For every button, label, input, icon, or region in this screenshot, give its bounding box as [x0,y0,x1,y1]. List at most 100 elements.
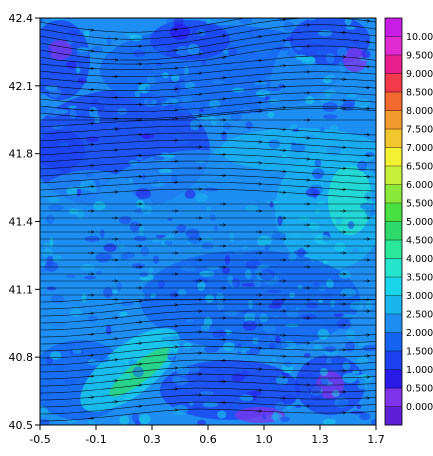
field-speckle [150,181,165,187]
x-tick-label: 1.3 [311,433,329,446]
field-speckle [68,208,79,215]
field-speckle [47,196,59,203]
field-speckle [183,342,192,349]
field-speckle [144,86,154,92]
field-speckle [160,386,174,392]
colorbar-swatch [385,221,402,241]
streamline-arrow [135,301,142,302]
field-speckle [344,341,356,352]
field-speckle [81,292,87,303]
field-speckle [248,26,255,38]
field-speckle [268,139,281,149]
streamline [40,125,376,136]
field-speckle [274,402,286,412]
field-speckle [75,66,81,74]
field-speckle [181,265,197,272]
colorbar-label: 5.000 [406,217,433,228]
field-speckle [96,271,103,275]
field-speckle [203,187,219,192]
field-speckle [168,154,175,158]
field-speckle [66,420,78,424]
field-speckle [286,309,299,319]
streamline [40,99,376,112]
field-speckle [241,282,257,287]
field-speckle [65,61,77,70]
field-speckle [246,74,259,79]
colorbar-swatch [385,332,402,352]
field-speckle [139,291,145,300]
field-speckle [57,123,68,129]
streamline-arrow [363,20,370,21]
field-speckle [266,289,282,294]
field-speckle [202,401,218,408]
field-speckle [262,414,267,420]
colorbar-label: 1.000 [406,365,433,376]
field-speckle [108,272,118,277]
field-speckle [285,37,294,42]
streamline [40,108,376,128]
field-speckle [96,102,105,112]
field-speckle [245,246,255,253]
field-speckle [108,45,114,52]
field-speckle [193,405,204,410]
streamline [40,139,376,150]
field-speckle [47,47,53,56]
field-speckle [354,98,370,109]
field-speckle [179,384,193,392]
field-speckle [243,369,248,380]
streamline [40,317,376,331]
field-speckle [272,410,279,422]
field-speckle [322,418,337,425]
field-speckle [217,374,225,384]
field-speckle [184,81,196,90]
colorbar-swatch [385,369,402,389]
field-speckle [342,372,358,384]
streamline-arrow [279,19,286,20]
field-speckle [220,130,228,141]
field-speckle [83,30,90,38]
field-speckle [103,287,113,299]
field-region [48,40,72,60]
field-speckle [234,234,246,238]
field-speckle [140,246,150,257]
streamline [40,401,376,415]
streamline [40,18,248,33]
field-speckle [322,76,332,84]
field-speckle [259,269,275,281]
field-speckle [233,400,238,410]
field-speckle [164,240,173,246]
field-speckle [264,243,270,252]
field-speckle [108,123,118,134]
field-speckle [352,247,359,253]
field-speckle [128,178,134,184]
field-speckle [267,171,284,181]
field-speckle [338,270,352,280]
field-speckle [278,83,285,89]
colorbar-label: 7.500 [406,125,433,136]
field-speckle [364,190,376,202]
y-tick-label: 41.8 [9,148,34,161]
colorbar-label: 9.500 [406,51,433,62]
field-speckle [151,239,161,243]
colorbar-label: 10.00 [406,32,433,43]
field-speckle [52,254,63,262]
streamline [40,331,376,345]
streamline [40,408,376,422]
field-speckle [57,310,67,318]
field-speckle [289,123,298,130]
field-speckle [267,111,275,118]
colorbar-swatch [385,351,402,370]
field-speckle [239,394,255,401]
field-speckle [103,243,117,253]
field-speckle [305,96,315,105]
streamline-arrow [219,57,226,58]
streamline [40,394,376,408]
streamline-arrow [87,30,94,31]
field-speckle [46,214,55,224]
streamline-arrow [219,35,226,36]
streamline [40,132,376,143]
streamline-arrow [111,339,118,340]
field-speckle [40,419,50,425]
field-speckle [305,188,320,198]
field-speckle [343,112,348,123]
